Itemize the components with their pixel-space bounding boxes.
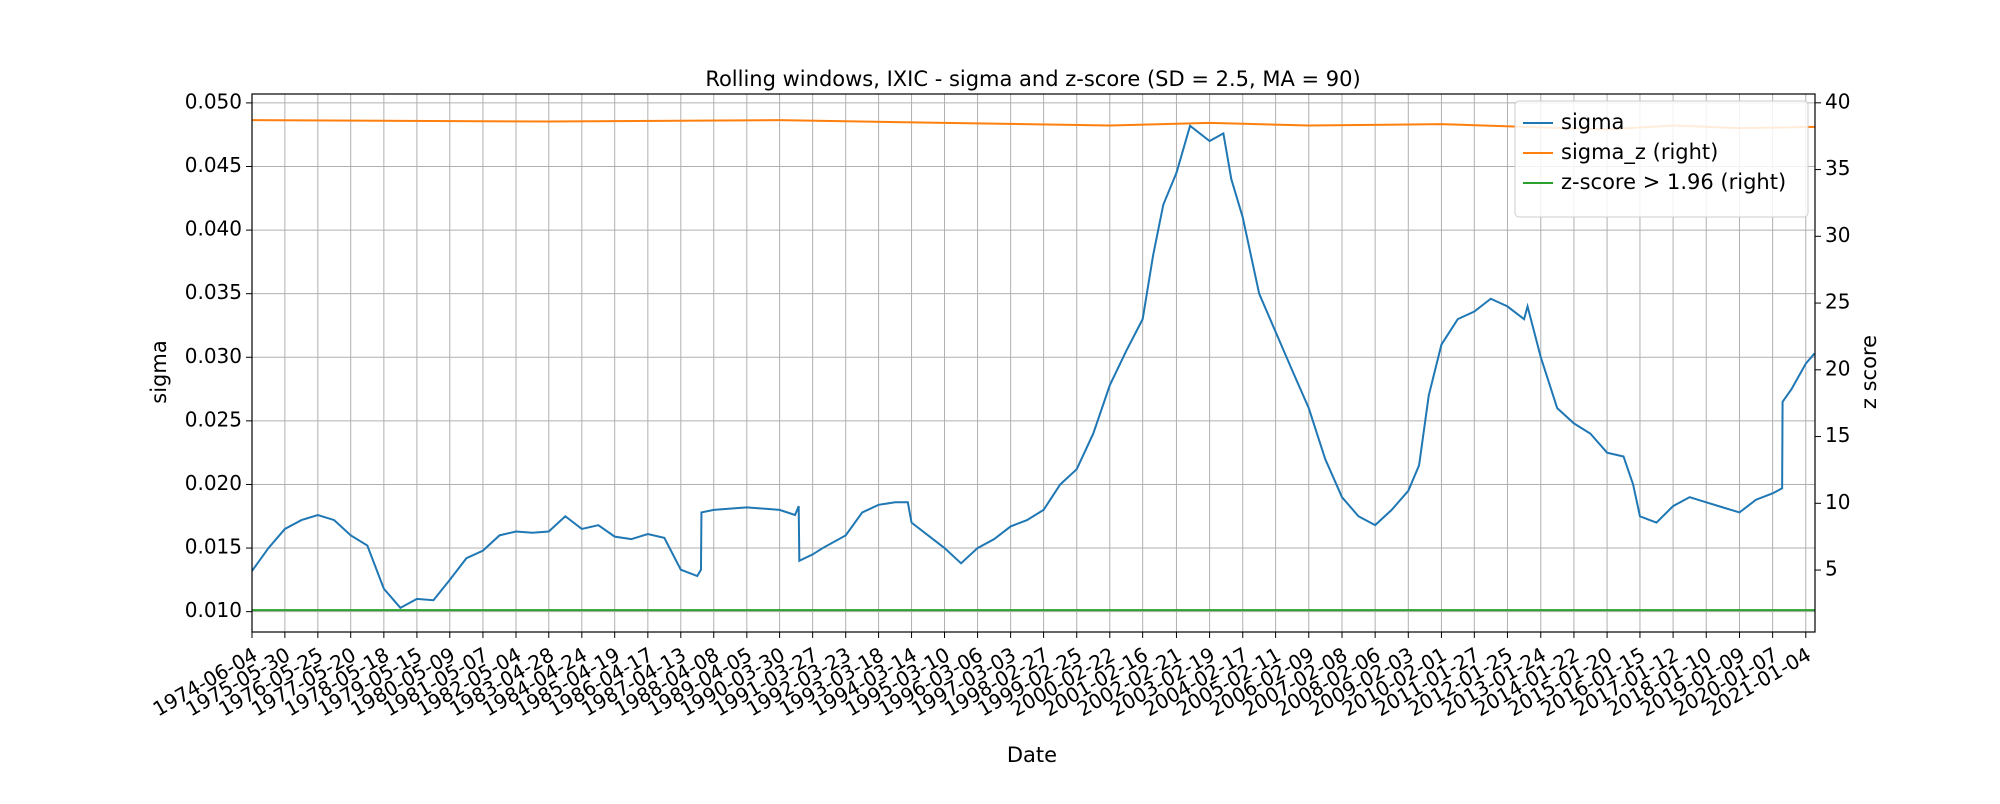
- y-tick-label: 0.045: [185, 153, 242, 177]
- y-tick-label: 0.030: [185, 344, 242, 368]
- y-tick-label: 0.020: [185, 471, 242, 495]
- y2-tick-label: 35: [1825, 156, 1850, 180]
- y-tick-label: 0.040: [185, 217, 242, 241]
- y2-tick-label: 25: [1825, 290, 1850, 314]
- chart-title: Rolling windows, IXIC - sigma and z-scor…: [705, 67, 1360, 91]
- legend-label: sigma_z (right): [1561, 140, 1718, 165]
- y2-axis-label: z score: [1857, 335, 1881, 409]
- y-tick-label: 0.035: [185, 280, 242, 304]
- y2-tick-label: 20: [1825, 356, 1850, 380]
- plot-frame: [251, 93, 1816, 633]
- y2-tick-label: 15: [1825, 423, 1850, 447]
- legend-label: z-score > 1.96 (right): [1561, 170, 1786, 194]
- y-tick-label: 0.050: [185, 89, 242, 113]
- legend: sigma sigma_z (right) z-score > 1.96 (righ…: [1514, 100, 1809, 218]
- y-tick-label: 0.015: [185, 535, 242, 559]
- y-axis-label: sigma: [147, 340, 171, 403]
- y-tick-label: 0.025: [185, 407, 242, 431]
- legend-label: sigma: [1561, 110, 1624, 134]
- y2-tick-label: 30: [1825, 223, 1850, 247]
- y2-tick-label: 10: [1825, 490, 1850, 514]
- legend-box: [1514, 100, 1809, 218]
- line: [251, 124, 1816, 610]
- y2-tick-label: 5: [1825, 557, 1838, 581]
- y-tick-label: 0.010: [185, 598, 242, 622]
- x-axis-label: Date: [1007, 743, 1057, 767]
- y2-tick-label: 40: [1825, 89, 1850, 113]
